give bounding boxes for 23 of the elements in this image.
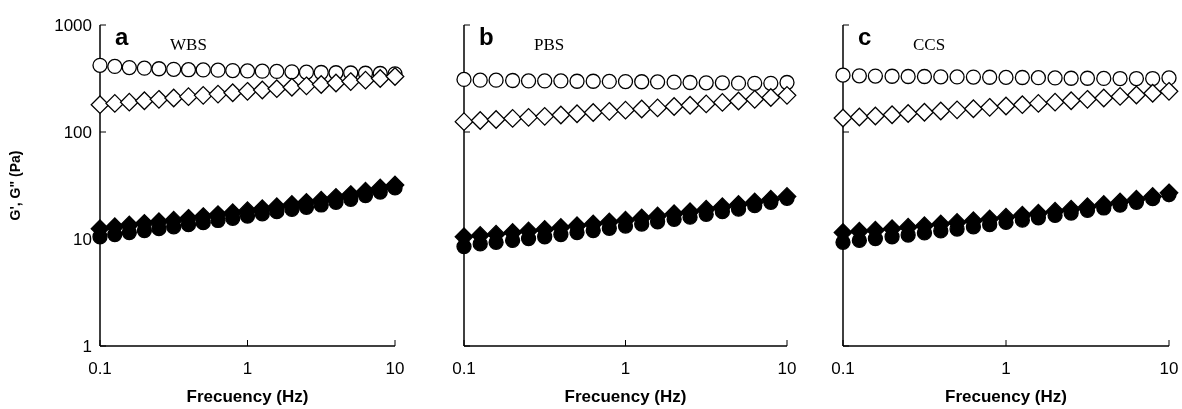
y-tick-label: 1000 <box>54 15 92 35</box>
x-tick-label: 1 <box>1001 359 1011 378</box>
x-tick-label: 1 <box>242 359 253 378</box>
y-tick-label: 1 <box>82 336 92 356</box>
annotation: PBS <box>534 35 565 54</box>
chart-title: a <box>115 23 129 50</box>
x-tick-label: 1 <box>620 359 631 378</box>
x-tick-label: 0.1 <box>88 359 112 378</box>
x-tick-label: 10 <box>1159 359 1179 378</box>
x-axis-title: Frecuency (Hz) <box>186 387 309 406</box>
x-axis-title: Frecuency (Hz) <box>564 387 687 406</box>
x-tick-label: 0.1 <box>831 359 855 378</box>
y-tick-label: 100 <box>63 122 92 142</box>
chart-title: b <box>479 23 494 50</box>
y-axis-title: G', G" (Pa) <box>7 150 23 221</box>
chart-title: c <box>858 23 872 50</box>
x-tick-label: 10 <box>385 359 405 378</box>
x-axis-title: Frecuency (Hz) <box>945 387 1067 406</box>
x-tick-label: 10 <box>777 359 797 378</box>
x-tick-label: 0.1 <box>452 359 476 378</box>
annotation: WBS <box>170 35 207 54</box>
y-tick-label: 10 <box>73 229 92 249</box>
annotation: CCS <box>913 35 946 54</box>
